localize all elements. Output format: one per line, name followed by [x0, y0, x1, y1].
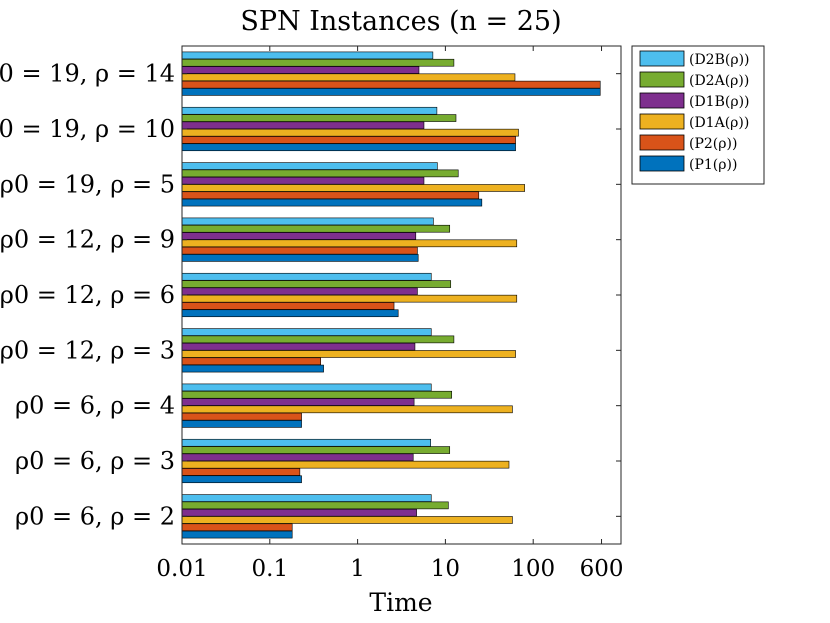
bar-p1-1 [181, 143, 516, 152]
bar-d2b-0 [181, 51, 434, 60]
y-tick-label-5: ρ0 = 12, ρ = 3 [0, 336, 175, 364]
legend-label-d2a: (D2A(ρ)) [689, 73, 749, 89]
bar-d2b-1 [181, 106, 438, 115]
bar-p2-8 [181, 523, 293, 532]
bar-d1a-8 [181, 516, 513, 524]
legend-swatch-d2a [639, 71, 685, 88]
bar-d2a-8 [181, 501, 449, 510]
bar-p1-7 [181, 475, 302, 484]
bar-p1-3 [181, 254, 419, 262]
bar-d2a-4 [181, 280, 452, 288]
legend: (D2B(ρ)) (D2A(ρ)) (D1B(ρ)) (D1A(ρ)) (P2(ρ)) (… [631, 45, 765, 185]
bar-p2-3 [181, 246, 418, 255]
bar-d2a-7 [181, 446, 451, 454]
bar-d2b-8 [181, 494, 432, 502]
legend-swatch-d1a [639, 113, 685, 130]
y-tick-label-3: ρ0 = 12, ρ = 9 [0, 226, 175, 254]
bar-p2-0 [181, 80, 601, 89]
bar-d1a-5 [181, 350, 516, 358]
bar-d1b-1 [181, 121, 425, 130]
y-axis-ticks [182, 73, 621, 517]
bar-p2-1 [181, 136, 516, 144]
bar-d1b-0 [181, 66, 420, 74]
bar-d2b-6 [181, 383, 432, 392]
bar-d1a-2 [181, 184, 525, 192]
bar-p1-8 [181, 530, 293, 539]
bar-p2-6 [181, 412, 302, 421]
x-axis-title: Time [369, 588, 432, 617]
legend-swatch-d1b [639, 92, 685, 109]
bar-d1b-2 [181, 176, 425, 185]
bar-d1b-8 [181, 508, 417, 517]
legend-swatch-d2b [639, 50, 685, 67]
bar-d1a-4 [181, 294, 518, 303]
legend-swatch-p2 [639, 134, 685, 151]
bar-d1b-3 [181, 232, 417, 240]
bar-d2b-7 [181, 438, 431, 447]
y-tick-label-2: ρ0 = 19, ρ = 5 [0, 170, 175, 198]
bar-d2b-3 [181, 217, 434, 226]
legend-label-d1b: (D1B(ρ)) [689, 94, 750, 110]
bar-p1-2 [181, 198, 483, 207]
bar-d1b-7 [181, 453, 414, 462]
legend-swatch-p1 [639, 155, 685, 172]
legend-label-p2: (P2(ρ)) [689, 136, 737, 152]
legend-label-p1: (P1(ρ)) [689, 157, 737, 173]
bar-p1-5 [181, 364, 324, 373]
bar-p2-7 [181, 468, 301, 476]
legend-label-d1a: (D1A(ρ)) [689, 115, 749, 131]
bar-d1b-5 [181, 342, 416, 351]
bar-d2a-6 [181, 390, 453, 399]
x-tick-label-4: 100 [511, 556, 555, 582]
bar-d1b-4 [181, 287, 418, 296]
bar-d2a-5 [181, 335, 455, 344]
legend-label-d2b: (D2B(ρ)) [689, 52, 750, 68]
bar-p1-6 [181, 420, 302, 428]
y-tick-label-8: ρ0 = 6, ρ = 2 [15, 502, 175, 530]
bar-d2a-0 [181, 58, 455, 67]
bar-d2a-1 [181, 114, 457, 122]
bar-p2-5 [181, 357, 321, 366]
y-tick-label-6: ρ0 = 6, ρ = 4 [15, 392, 175, 420]
x-axis-labels: 0.01 0.1 1 10 100 600 [156, 556, 623, 582]
bar-p2-4 [181, 302, 395, 310]
bar-d1b-6 [181, 398, 415, 406]
x-axis-ticks [181, 46, 603, 544]
bar-d2a-3 [181, 224, 451, 233]
bar-p1-0 [181, 88, 601, 96]
bar-d2b-2 [181, 162, 438, 170]
x-tick-label-2: 1 [350, 556, 365, 582]
y-tick-label-7: ρ0 = 6, ρ = 3 [15, 447, 175, 475]
chart-title: SPN Instances (n = 25) [240, 6, 561, 37]
bar-d1a-3 [181, 239, 518, 248]
y-axis-labels: ρ0 = 19, ρ = 14 ρ0 = 19, ρ = 10 ρ0 = 19, ρ… [0, 60, 175, 531]
bar-d2b-4 [181, 272, 432, 281]
bar-p2-2 [181, 191, 480, 200]
chart-title-main: SPN Instances (n = 25) [240, 6, 561, 37]
bars-group [181, 51, 601, 539]
y-tick-label-4: ρ0 = 12, ρ = 6 [0, 281, 175, 309]
y-tick-label-1: ρ0 = 19, ρ = 10 [0, 115, 175, 143]
bar-d1a-1 [181, 128, 519, 137]
bar-p1-4 [181, 309, 399, 318]
x-tick-label-5: 600 [580, 556, 624, 582]
y-tick-label-0: ρ0 = 19, ρ = 14 [0, 60, 175, 88]
x-tick-label-3: 10 [431, 556, 460, 582]
bar-d2a-2 [181, 169, 459, 178]
x-tick-label-1: 0.1 [252, 556, 289, 582]
bar-d1a-7 [181, 460, 510, 469]
bar-d1a-6 [181, 405, 513, 414]
bar-d2b-5 [181, 328, 432, 336]
bar-d1a-0 [181, 73, 516, 82]
x-tick-label-0: 0.01 [156, 556, 207, 582]
